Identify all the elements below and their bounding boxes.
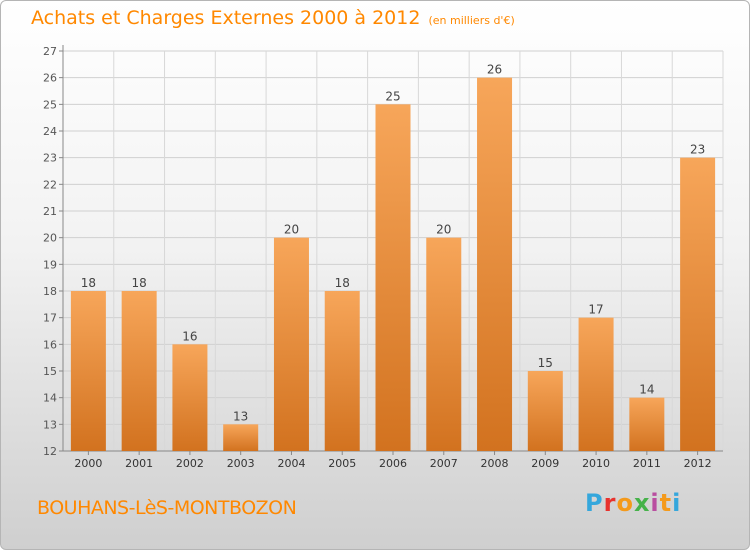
y-tick-label: 20	[43, 232, 57, 245]
data-label: 13	[233, 409, 248, 423]
data-label: 15	[538, 356, 553, 370]
chart-unit: (en milliers d'€)	[428, 14, 515, 27]
data-label: 26	[487, 63, 502, 77]
data-label: 16	[182, 329, 197, 343]
x-tick-label: 2001	[125, 457, 153, 470]
bar	[273, 237, 309, 451]
bar	[426, 237, 462, 451]
x-tick-label: 2000	[74, 457, 102, 470]
data-label: 20	[284, 223, 299, 237]
chart-title: Achats et Charges Externes 2000 à 2012 (e…	[31, 7, 515, 29]
x-tick-label: 2012	[684, 457, 712, 470]
bar	[578, 317, 614, 451]
x-tick-label: 2004	[277, 457, 305, 470]
y-tick-label: 22	[43, 178, 57, 191]
y-tick-label: 25	[43, 98, 57, 111]
logo-letter: P	[585, 489, 604, 517]
x-tick-label: 2010	[582, 457, 610, 470]
bar	[172, 344, 208, 451]
data-label: 18	[81, 276, 96, 290]
y-tick-label: 12	[43, 445, 57, 458]
x-tick-label: 2006	[379, 457, 407, 470]
bar	[527, 371, 563, 451]
y-tick-label: 16	[43, 338, 57, 351]
place-name: BOUHANS-LèS-MONTBOZON	[37, 497, 297, 519]
logo-letter: i	[672, 489, 682, 517]
y-tick-label: 26	[43, 72, 57, 85]
data-label: 14	[639, 383, 654, 397]
data-label: 20	[436, 223, 451, 237]
y-tick-label: 18	[43, 285, 57, 298]
logo-letter: t	[659, 489, 673, 517]
title-text: Achats et Charges Externes 2000 à 2012	[31, 7, 421, 29]
data-label: 18	[132, 276, 147, 290]
y-tick-label: 13	[43, 418, 57, 431]
y-tick-label: 15	[43, 365, 57, 378]
y-tick-label: 24	[43, 125, 57, 138]
y-tick-label: 23	[43, 152, 57, 165]
bar	[375, 104, 411, 451]
x-tick-label: 2003	[227, 457, 255, 470]
x-tick-label: 2002	[176, 457, 204, 470]
data-label: 23	[690, 143, 705, 157]
bar	[629, 397, 665, 451]
y-tick-label: 19	[43, 258, 57, 271]
y-tick-label: 17	[43, 312, 57, 325]
data-label: 17	[588, 303, 603, 317]
logo-letter: o	[616, 489, 634, 517]
x-tick-label: 2007	[430, 457, 458, 470]
x-tick-label: 2008	[481, 457, 509, 470]
x-tick-label: 2009	[531, 457, 559, 470]
bar	[121, 291, 157, 451]
bar	[477, 77, 513, 452]
logo-letter: i	[650, 489, 660, 517]
y-tick-label: 27	[43, 45, 57, 58]
logo-letter: r	[603, 489, 617, 517]
bar	[70, 291, 106, 451]
logo-letter: x	[633, 489, 651, 517]
x-tick-label: 2005	[328, 457, 356, 470]
bar	[680, 157, 716, 451]
data-label: 25	[385, 89, 400, 103]
bar	[324, 291, 360, 451]
y-tick-label: 21	[43, 205, 57, 218]
y-tick-label: 14	[43, 392, 57, 405]
proxiti-logo: Proxiti	[585, 489, 681, 517]
data-label: 18	[335, 276, 350, 290]
bar	[223, 424, 259, 451]
x-tick-label: 2011	[633, 457, 661, 470]
